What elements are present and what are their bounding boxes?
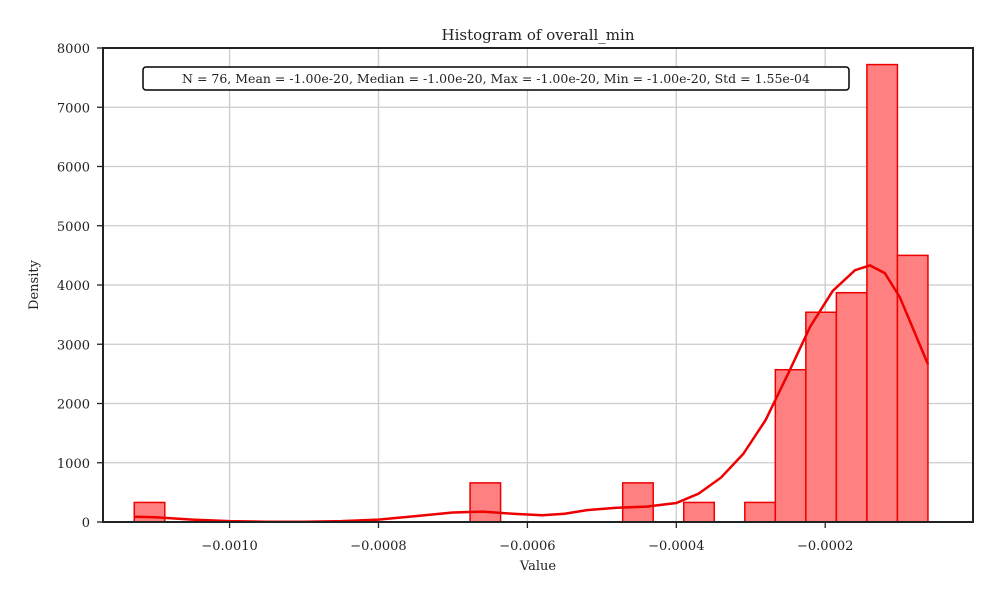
y-tick-label: 3000 [57,338,90,353]
histogram-bar [866,63,899,523]
histogram-bar [682,501,716,523]
stats-text: N = 76, Mean = -1.00e-20, Median = -1.00… [182,71,810,86]
y-axis-ticks: 0 1000 2000 3000 4000 5000 6000 7000 8000 [57,42,103,531]
histogram-bar [133,501,166,523]
y-axis-label: Density [27,259,42,310]
y-tick-label: 0 [82,516,90,531]
histogram-bar [805,311,838,523]
histogram-bar [621,482,654,523]
x-tick-label: −0.0008 [350,539,406,554]
y-tick-label: 7000 [57,101,90,116]
y-tick-label: 2000 [57,398,90,413]
x-axis-ticks: −0.0010 −0.0008 −0.0006 −0.0004 −0.0002 [201,522,853,554]
y-tick-label: 6000 [57,161,90,176]
x-tick-label: −0.0002 [797,539,853,554]
y-tick-label: 5000 [57,220,90,235]
x-axis-label: Value [519,559,556,574]
y-tick-label: 4000 [57,279,90,294]
histogram-bar [469,482,502,523]
y-tick-label: 8000 [57,42,90,57]
x-tick-label: −0.0010 [201,539,257,554]
histogram-bars [133,63,929,523]
x-tick-label: −0.0006 [499,539,555,554]
histogram-bar [896,254,929,523]
histogram-bar [744,501,777,523]
histogram-bar [835,291,868,523]
stats-box [142,66,850,91]
chart-title: Histogram of overall_min [442,26,635,44]
x-tick-label: −0.0004 [648,539,704,554]
y-tick-label: 1000 [57,457,90,472]
